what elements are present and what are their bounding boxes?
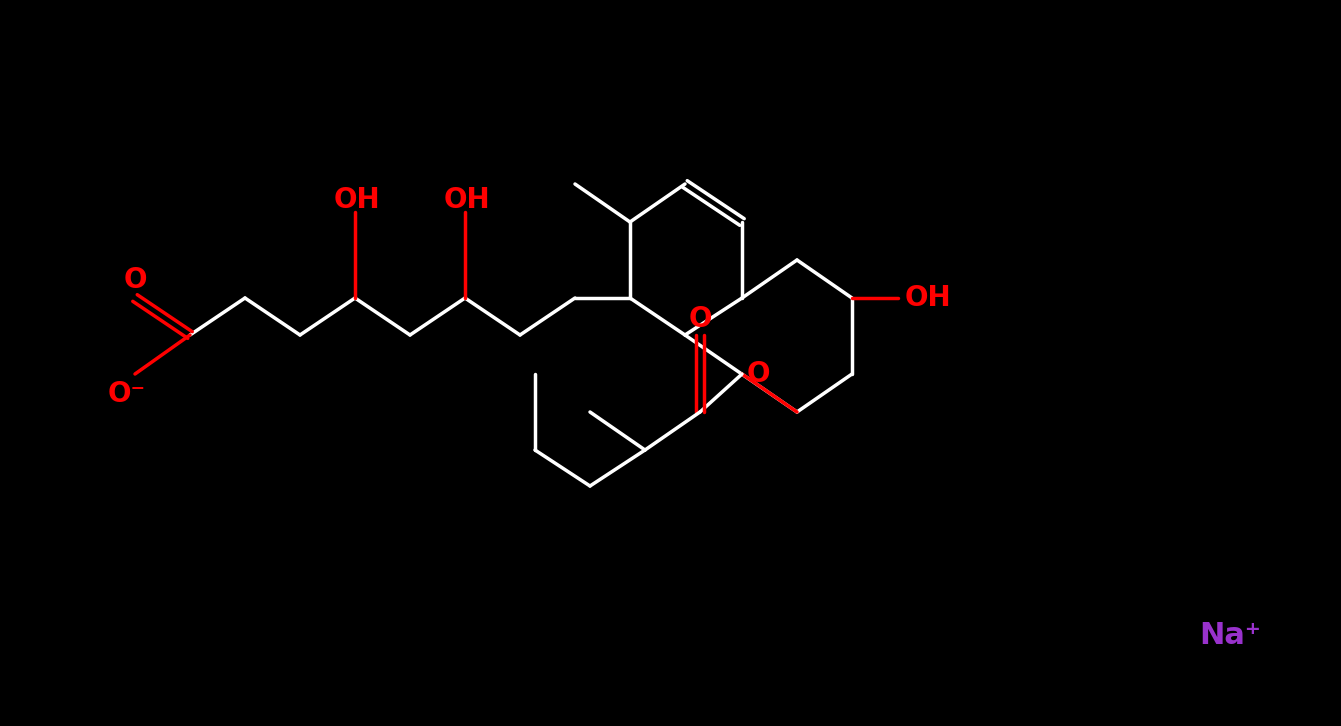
Text: O: O — [123, 266, 146, 294]
Text: O: O — [688, 305, 712, 333]
Text: O⁻: O⁻ — [107, 380, 146, 408]
Text: OH: OH — [905, 284, 951, 312]
Text: OH: OH — [444, 186, 491, 214]
Text: OH: OH — [334, 186, 381, 214]
Text: O: O — [746, 360, 770, 388]
Text: Na⁺: Na⁺ — [1199, 621, 1261, 650]
